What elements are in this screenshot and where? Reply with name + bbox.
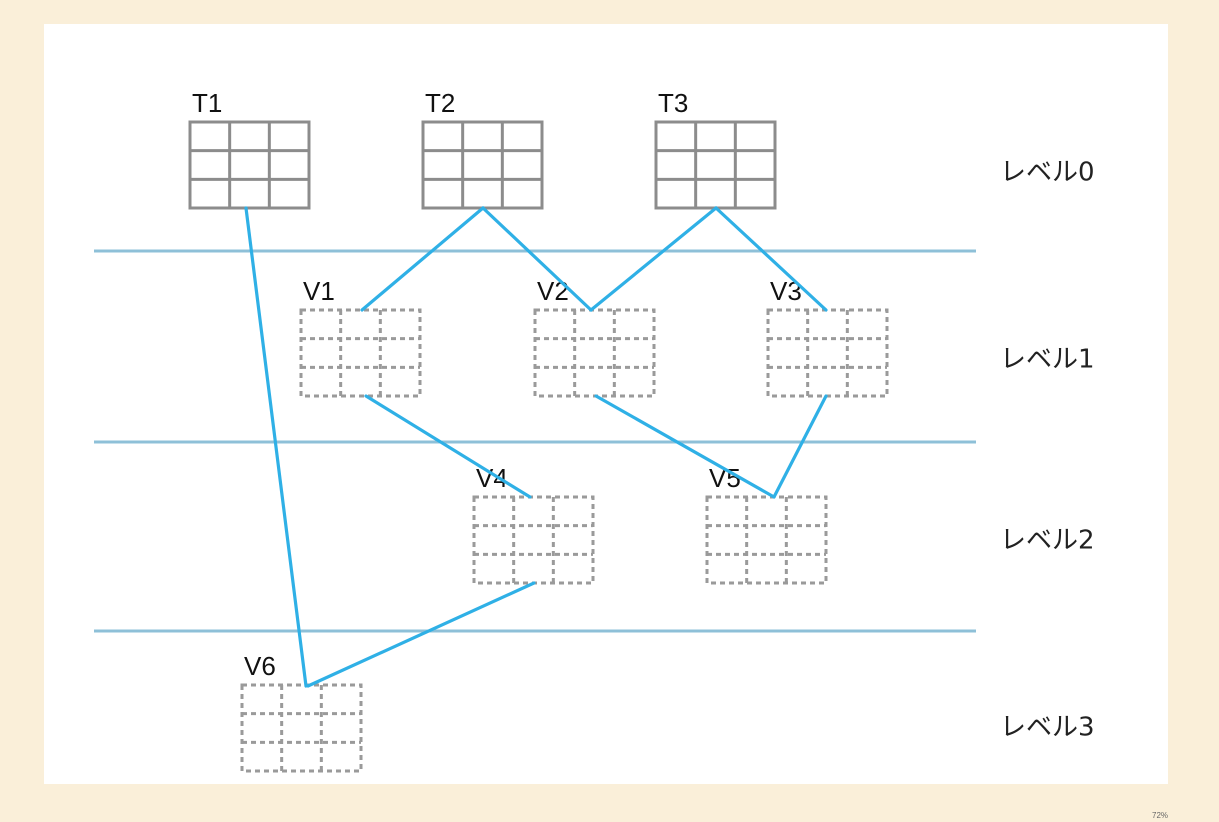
- edge-v1-v4: [364, 394, 532, 499]
- node-label-t3: T3: [658, 88, 688, 118]
- edge-t1-v6: [244, 206, 308, 688]
- node-label-t2: T2: [425, 88, 455, 118]
- node-label-v1: V1: [303, 276, 335, 306]
- grid-outline: [766, 308, 889, 398]
- edge-t2-v2: [481, 206, 593, 312]
- node-label-v3: V3: [770, 276, 802, 306]
- lineage-diagram: レベル0 レベル1 レベル2 レベル3 T1 T2 T3 V1 V2 V3 V4 V5 V6: [94, 88, 1095, 773]
- level-label-1: レベル1: [1000, 345, 1095, 375]
- table-node: T1: [188, 88, 311, 210]
- table-node: T3: [654, 88, 777, 210]
- edge-t3-v2: [589, 206, 718, 312]
- view-node: V6: [240, 651, 363, 773]
- grid-outline: [188, 120, 311, 210]
- level-label-3: レベル3: [1000, 713, 1095, 743]
- grid-outline: [421, 120, 544, 210]
- view-node: V1: [299, 276, 422, 398]
- grid-outline: [533, 308, 656, 398]
- grid-outline: [299, 308, 422, 398]
- node-label-t1: T1: [192, 88, 222, 118]
- grid-outline: [240, 683, 363, 773]
- edge-t2-v1: [360, 206, 485, 312]
- view-node: V5: [705, 463, 828, 585]
- grid-outline: [654, 120, 777, 210]
- edge-t3-v3: [714, 206, 828, 312]
- table-node: T2: [421, 88, 544, 210]
- edge-v2-v5: [594, 394, 776, 499]
- view-node: V2: [533, 276, 656, 398]
- edge-v4-v6: [306, 581, 536, 688]
- node-label-v6: V6: [244, 651, 276, 681]
- view-node: V3: [766, 276, 889, 398]
- view-node: V4: [472, 463, 595, 585]
- diagram-canvas: レベル0 レベル1 レベル2 レベル3 T1 T2 T3 V1 V2 V3 V4 V5 V6: [44, 24, 1168, 784]
- level-label-2: レベル2: [1000, 526, 1095, 556]
- zoom-level: 72%: [1152, 811, 1169, 820]
- level-label-0: レベル0: [1000, 158, 1095, 188]
- edge-v3-v5: [772, 394, 828, 499]
- node-label-v2: V2: [537, 276, 569, 306]
- grid-outline: [705, 495, 828, 585]
- grid-outline: [472, 495, 595, 585]
